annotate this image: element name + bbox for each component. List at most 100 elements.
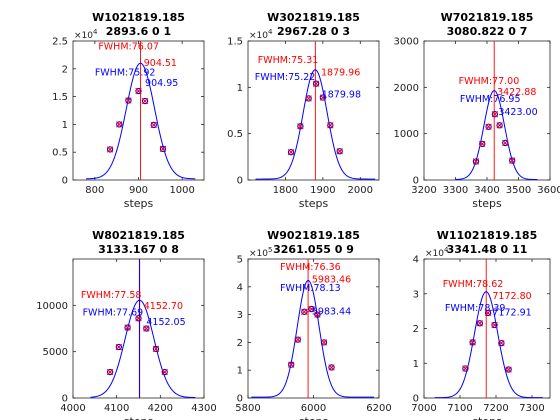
- data-point-x: [469, 339, 476, 346]
- plot-area: [455, 41, 538, 180]
- plot-area: [251, 259, 375, 398]
- y-tick-label: 4: [413, 255, 419, 266]
- x-tick-label: 3300: [443, 185, 468, 196]
- annotation-label: FWHM:78.39: [445, 303, 506, 314]
- x-axis-label: steps: [299, 415, 329, 420]
- annotation-label: FWHM:77.58: [81, 290, 142, 301]
- data-point-circle: [472, 158, 480, 165]
- annotation-label: 7172.80: [492, 291, 531, 302]
- annotation-label: 1879.98: [322, 90, 361, 101]
- data-point-circle: [141, 97, 149, 105]
- data-point-circle: [287, 149, 295, 156]
- chart-title-line1: W3021819.185: [267, 11, 360, 24]
- y-tick-label: 3: [237, 310, 243, 321]
- plot-area: [255, 41, 376, 180]
- x-tick-label: 1000: [169, 185, 194, 196]
- x-tick-label: 3500: [506, 185, 531, 196]
- axes-box: [72, 40, 205, 181]
- data-point-circle: [484, 309, 492, 317]
- chart-title-line2: 2967.28 0 3: [277, 25, 350, 38]
- data-point-x: [305, 95, 312, 102]
- x-tick-label: 7200: [483, 403, 508, 414]
- y-exponent-power: 4: [268, 28, 273, 36]
- data-point-circle: [314, 311, 321, 318]
- annotation-label: FWHM:76.95: [460, 94, 521, 105]
- x-tick-label: 800: [85, 185, 104, 196]
- data-point-circle: [294, 336, 301, 343]
- y-tick-label: 2: [62, 64, 68, 75]
- data-point-circle: [124, 324, 131, 331]
- data-point-circle: [161, 368, 168, 376]
- annotation-label: FWHM:76.07: [98, 41, 159, 52]
- data-point-circle: [106, 146, 114, 153]
- y-tick-label: 1: [237, 83, 243, 94]
- data-point-x: [484, 309, 492, 317]
- fit-curve: [251, 279, 375, 398]
- data-point-x: [106, 368, 114, 376]
- y-exponent-label: ×104: [74, 28, 98, 41]
- data-point-circle: [485, 123, 492, 130]
- x-tick-label: 1900: [310, 185, 335, 196]
- y-exponent-label: ×105: [249, 246, 272, 259]
- data-point-circle: [143, 325, 150, 332]
- annotation-label: 5983.44: [312, 307, 351, 318]
- data-point-x: [320, 339, 328, 346]
- data-point-x: [319, 94, 327, 101]
- fit-curve: [90, 299, 196, 398]
- y-tick-label: 0.5: [52, 148, 68, 159]
- annotation-label: 3422.88: [497, 87, 536, 98]
- chart-title-line2: 3341.48 0 11: [447, 243, 528, 256]
- y-exponent-base: ×10: [249, 249, 268, 259]
- data-point-circle: [297, 123, 304, 130]
- x-tick-label: 4100: [104, 403, 129, 414]
- y-tick-label: 5: [237, 255, 243, 266]
- data-point-x: [143, 325, 150, 332]
- y-exponent-label: ×104: [425, 246, 449, 259]
- data-point-circle: [125, 97, 132, 104]
- y-tick-label: 1.5: [52, 92, 68, 103]
- data-point-circle: [336, 148, 343, 155]
- data-point-x: [476, 320, 483, 327]
- chart-title-line1: W11021819.185: [437, 229, 538, 242]
- axes-box: [247, 40, 380, 181]
- y-exponent-base: ×10: [425, 249, 444, 259]
- annotation-label: 4152.05: [146, 317, 185, 328]
- data-point-x: [152, 345, 160, 353]
- data-point-x: [308, 305, 315, 313]
- y-tick-label: 1: [413, 359, 419, 370]
- data-point-x: [502, 139, 509, 147]
- annotation-label: 5983.46: [312, 275, 351, 286]
- chart-title-line2: 2893.6 0 1: [106, 25, 171, 38]
- y-tick-label: 1000: [394, 129, 419, 140]
- data-point-x: [472, 158, 480, 165]
- chart-title-line1: W1021819.185: [92, 11, 185, 24]
- y-exponent-label: ×104: [249, 28, 273, 41]
- y-exponent-power: 4: [93, 28, 98, 36]
- data-point-x: [462, 365, 469, 372]
- data-point-circle: [476, 320, 483, 327]
- axes-box: [72, 258, 205, 399]
- data-point-x: [498, 339, 505, 347]
- data-point-x: [491, 111, 499, 118]
- x-tick-label: 6000: [301, 403, 326, 414]
- data-point-circle: [502, 139, 509, 147]
- data-point-x: [314, 311, 321, 318]
- annotation-label: FWHM:77.00: [459, 76, 520, 87]
- y-tick-label: 3000: [394, 37, 419, 48]
- y-exponent-base: ×10: [74, 31, 93, 41]
- chart-title-line1: W8021819.185: [92, 229, 185, 242]
- y-tick-label: 4: [237, 282, 243, 293]
- y-tick-label: 0: [413, 176, 419, 187]
- plot-area: [90, 259, 196, 398]
- data-point-circle: [319, 94, 327, 101]
- x-tick-label: 2000: [348, 185, 373, 196]
- data-point-x: [106, 146, 114, 153]
- data-point-x: [336, 148, 343, 155]
- data-point-x: [485, 123, 492, 130]
- y-tick-label: 1: [62, 120, 68, 131]
- data-point-x: [491, 321, 498, 329]
